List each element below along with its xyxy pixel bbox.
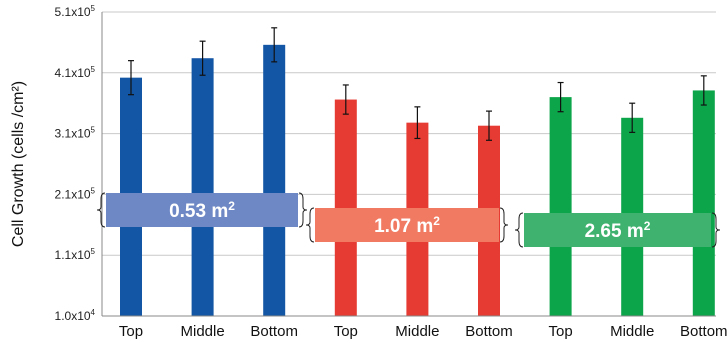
y-tick-label: 4.1x105 xyxy=(55,65,96,80)
y-tick-label: 5.1x105 xyxy=(55,4,96,19)
group-label-text: 2.65 m2 xyxy=(585,219,651,242)
y-tick-label: 3.1x105 xyxy=(55,126,96,141)
left-brace xyxy=(514,212,524,248)
x-tick-label: Top xyxy=(549,323,573,340)
y-tick-labels: 1.0x104 1.1x105 2.1x105 3.1x105 4.1x105 5.1x1… xyxy=(55,4,96,323)
bar xyxy=(191,58,214,316)
left-brace xyxy=(96,192,106,228)
right-brace xyxy=(298,192,308,228)
right-brace xyxy=(711,212,721,248)
x-tick-label: Bottom xyxy=(250,323,298,340)
x-tick-label: Bottom xyxy=(680,323,728,340)
x-tick-label: Bottom xyxy=(465,323,513,340)
x-tick-label: Middle xyxy=(610,323,654,340)
group-label-box xyxy=(524,213,711,247)
bar xyxy=(692,90,715,316)
group-label-box xyxy=(106,193,298,227)
left-brace xyxy=(305,207,315,243)
bar xyxy=(549,97,572,317)
x-tick-label: Top xyxy=(334,323,358,340)
y-axis-label: Cell Growth (cells /cm²) xyxy=(10,81,27,247)
error-bars xyxy=(128,27,707,141)
group-label-text: 0.53 m2 xyxy=(169,199,235,222)
group-label-box xyxy=(315,208,499,242)
bars xyxy=(120,44,715,317)
x-tick-label: Middle xyxy=(395,323,439,340)
y-tick-label: 1.1x105 xyxy=(55,247,96,262)
x-tick-label: Top xyxy=(119,323,143,340)
y-tick-label: 1.0x104 xyxy=(55,308,96,323)
x-tick-labels: Top Middle Bottom Top Middle Bottom Top Middle B… xyxy=(119,323,728,340)
bar xyxy=(263,44,286,316)
group-label-text: 1.07 m2 xyxy=(374,214,440,237)
group-labels: 0.53 m2 1.07 m2 2.65 m2 xyxy=(96,192,721,248)
y-tick-label: 2.1x105 xyxy=(55,186,96,201)
bar xyxy=(334,99,357,316)
right-brace xyxy=(499,207,509,243)
x-tick-label: Middle xyxy=(181,323,225,340)
axes xyxy=(101,12,716,317)
